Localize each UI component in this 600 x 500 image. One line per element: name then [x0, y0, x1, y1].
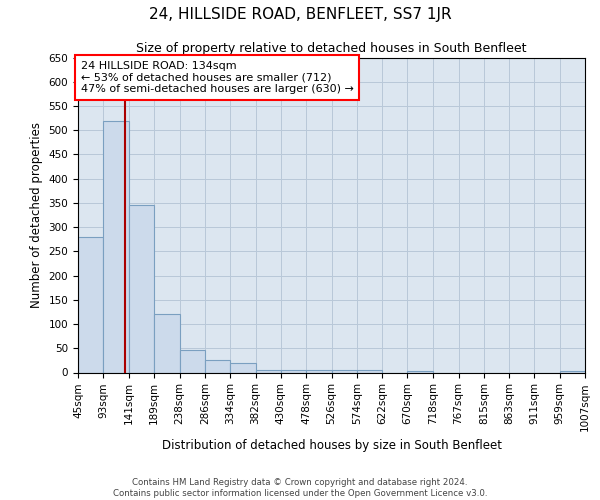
- Text: 24, HILLSIDE ROAD, BENFLEET, SS7 1JR: 24, HILLSIDE ROAD, BENFLEET, SS7 1JR: [149, 8, 451, 22]
- Bar: [560, 371, 585, 372]
- Bar: [230, 363, 256, 372]
- Bar: [205, 360, 230, 372]
- Bar: [256, 370, 281, 372]
- Bar: [306, 370, 331, 372]
- Bar: [154, 314, 180, 372]
- X-axis label: Distribution of detached houses by size in South Benfleet: Distribution of detached houses by size …: [161, 439, 502, 452]
- Bar: [180, 350, 205, 372]
- Bar: [103, 120, 128, 372]
- Bar: [357, 370, 382, 372]
- Text: Contains HM Land Registry data © Crown copyright and database right 2024.
Contai: Contains HM Land Registry data © Crown c…: [113, 478, 487, 498]
- Bar: [407, 371, 433, 372]
- Y-axis label: Number of detached properties: Number of detached properties: [30, 122, 43, 308]
- Bar: [332, 370, 357, 372]
- Bar: [128, 206, 154, 372]
- Title: Size of property relative to detached houses in South Benfleet: Size of property relative to detached ho…: [136, 42, 527, 55]
- Bar: [281, 370, 306, 372]
- Bar: [78, 237, 103, 372]
- Text: 24 HILLSIDE ROAD: 134sqm
← 53% of detached houses are smaller (712)
47% of semi-: 24 HILLSIDE ROAD: 134sqm ← 53% of detach…: [80, 61, 353, 94]
